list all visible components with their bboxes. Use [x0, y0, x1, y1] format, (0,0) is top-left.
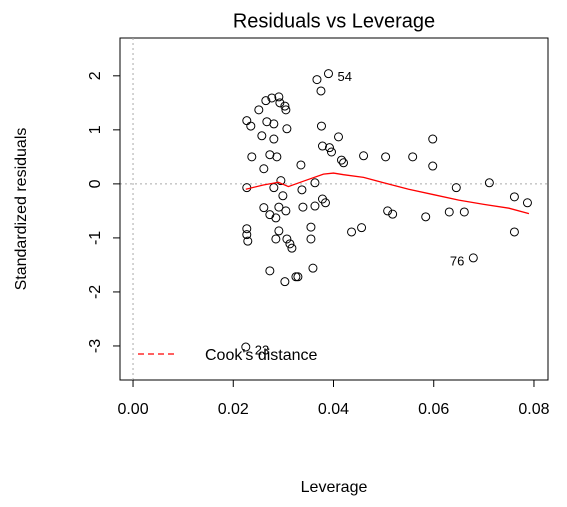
point [242, 224, 252, 234]
point [254, 105, 264, 115]
point [310, 201, 320, 211]
point [451, 183, 461, 193]
point [274, 92, 284, 102]
point [509, 192, 519, 202]
y-axis-title: Standardized residuals [13, 128, 30, 291]
chart-title: Residuals vs Leverage [233, 10, 435, 32]
point [259, 164, 269, 174]
y-tick-label: 1 [87, 125, 104, 134]
point-label: 23 [255, 342, 269, 357]
y-tick-label: -2 [87, 285, 104, 299]
point [306, 222, 316, 232]
point [383, 206, 393, 216]
point [257, 131, 267, 141]
point [324, 143, 334, 153]
point [428, 134, 438, 144]
point [282, 234, 292, 244]
point [247, 152, 257, 162]
x-axis-title: Leverage [301, 479, 368, 496]
y-tick-label: -1 [87, 231, 104, 245]
point [468, 253, 478, 263]
point [242, 230, 252, 240]
point [428, 161, 438, 171]
point [271, 213, 281, 223]
point [298, 202, 308, 212]
point [287, 243, 297, 253]
point [272, 152, 282, 162]
point [271, 234, 281, 244]
x-tick-label: 0.02 [218, 401, 249, 418]
point [444, 207, 454, 217]
point-label: 76 [450, 253, 464, 268]
point [323, 69, 333, 79]
point [293, 272, 303, 282]
point [276, 176, 286, 186]
point [308, 263, 318, 273]
point [267, 93, 277, 103]
smooth-line [245, 172, 530, 215]
point [274, 202, 284, 212]
point [484, 178, 494, 188]
point [278, 191, 288, 201]
legend-label: Cook's distance [205, 347, 318, 364]
x-tick-label: 0.08 [518, 401, 549, 418]
point [296, 160, 306, 170]
x-tick-label: 0.06 [418, 401, 449, 418]
x-tick-label: 0.04 [318, 401, 349, 418]
point [347, 227, 357, 237]
point [320, 198, 330, 208]
point [316, 86, 326, 96]
point [297, 185, 307, 195]
point [261, 96, 271, 106]
point [259, 203, 269, 213]
point [509, 227, 519, 237]
y-tick-label: 2 [87, 71, 104, 80]
point [388, 209, 398, 219]
point [269, 119, 279, 129]
point [316, 121, 326, 131]
point [280, 277, 290, 287]
point [312, 75, 322, 85]
point [243, 236, 253, 246]
point [280, 101, 290, 111]
y-tick-label: 0 [87, 179, 104, 188]
point [317, 141, 327, 151]
point [275, 98, 285, 108]
point [282, 124, 292, 134]
point [269, 134, 279, 144]
point [306, 234, 316, 244]
point [265, 266, 275, 276]
point [408, 152, 418, 162]
point [326, 147, 336, 157]
x-tick-label: 0.00 [117, 401, 148, 418]
point [522, 198, 532, 208]
point-label: 54 [337, 69, 351, 84]
point [334, 132, 344, 142]
point [281, 206, 291, 216]
point [357, 223, 367, 233]
y-tick-label: -3 [87, 339, 104, 353]
point [274, 226, 284, 236]
point [339, 158, 349, 168]
point [246, 121, 256, 131]
point [459, 207, 469, 217]
point [241, 342, 251, 352]
point [421, 212, 431, 222]
point [281, 105, 291, 115]
point [359, 151, 369, 161]
point [310, 178, 320, 188]
point [285, 239, 295, 249]
point [381, 152, 391, 162]
point [337, 155, 347, 165]
